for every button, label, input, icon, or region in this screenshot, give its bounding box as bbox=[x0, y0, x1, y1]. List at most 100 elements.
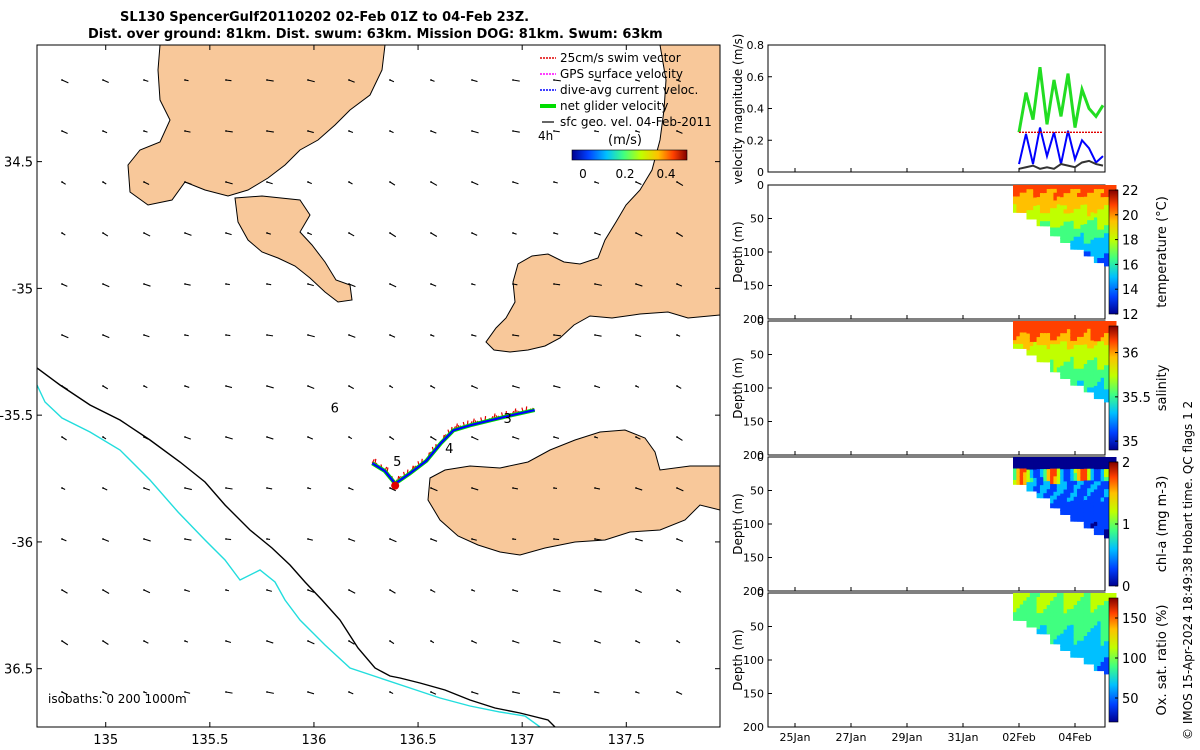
sfc-geo-arrow-tail bbox=[307, 589, 309, 591]
section-cell bbox=[1104, 457, 1117, 463]
sfc-geo-arrow-tail bbox=[471, 691, 473, 693]
sfc-geo-arrow-tail bbox=[348, 334, 350, 336]
sfc-geo-arrow bbox=[676, 487, 684, 492]
sfc-geo-arrow-tail bbox=[635, 436, 637, 438]
land-kangaroo-island bbox=[427, 429, 720, 556]
sfc-geo-arrow bbox=[471, 385, 478, 389]
sfc-geo-arrow bbox=[389, 487, 396, 492]
sfc-geo-arrow-tail bbox=[307, 283, 309, 285]
sfc-geo-arrow-tail bbox=[348, 436, 350, 438]
sfc-geo-arrow-tail bbox=[553, 334, 555, 336]
sfc-geo-arrow-tail bbox=[266, 130, 268, 132]
sfc-geo-arrow-tail bbox=[553, 79, 555, 81]
sfc-geo-arrow-tail bbox=[676, 334, 678, 336]
sfc-geo-arrow-tail bbox=[389, 334, 391, 336]
sfc-geo-arrow-tail bbox=[635, 283, 637, 285]
sfc-geo-arrow-tail bbox=[102, 283, 104, 285]
sfc-geo-arrow bbox=[184, 538, 192, 541]
sfc-geo-arrow bbox=[102, 79, 109, 83]
section-ylabel: Depth (m) bbox=[731, 221, 745, 282]
sfc-geo-arrow-tail bbox=[389, 283, 391, 285]
swim-vector bbox=[371, 459, 375, 464]
sfc-geo-arrow-tail bbox=[348, 385, 350, 387]
section-ylabel: Depth (m) bbox=[731, 493, 745, 554]
sfc-geo-arrow-tail bbox=[225, 130, 227, 132]
sfc-geo-arrow-tail bbox=[225, 385, 227, 387]
sfc-geo-arrow bbox=[635, 589, 642, 594]
sfc-geo-arrow-tail bbox=[594, 691, 596, 693]
sfc-geo-arrow bbox=[553, 385, 561, 389]
section-ctick-label: 50 bbox=[1122, 692, 1139, 707]
map-xtick-label: 135 bbox=[93, 733, 118, 748]
sfc-geo-arrow bbox=[471, 487, 479, 491]
sfc-geo-arrow bbox=[61, 436, 67, 441]
sfc-geo-arrow-tail bbox=[61, 232, 63, 234]
title-line-2: Dist. over ground: 81km. Dist. swum: 63k… bbox=[88, 27, 663, 42]
section-ytick-label: 0 bbox=[757, 587, 764, 600]
sfc-geo-arrow bbox=[430, 181, 438, 186]
sfc-geo-arrow bbox=[61, 691, 68, 696]
sfc-geo-arrow-tail bbox=[225, 232, 227, 234]
sfc-geo-arrow-tail bbox=[430, 334, 432, 336]
section-ytick-label: 100 bbox=[743, 654, 764, 667]
sfc-geo-arrow-tail bbox=[307, 691, 309, 693]
sfc-geo-arrow bbox=[266, 385, 274, 389]
section-clabel: salinity bbox=[1155, 364, 1170, 411]
sfc-geo-arrow bbox=[102, 538, 110, 542]
sfc-geo-arrow-tail bbox=[266, 436, 268, 438]
sfc-geo-arrow-tail bbox=[348, 589, 350, 591]
legend-label: dive-avg current veloc. bbox=[560, 83, 698, 97]
sfc-geo-arrow bbox=[553, 691, 561, 694]
section-ytick-label: 50 bbox=[750, 349, 764, 362]
sfc-geo-arrow bbox=[184, 181, 192, 185]
section-ytick-label: 150 bbox=[743, 552, 764, 565]
sfc-geo-arrow bbox=[676, 130, 683, 134]
sfc-geo-arrow-tail bbox=[61, 334, 63, 336]
sfc-geo-arrow-tail bbox=[184, 283, 186, 285]
sfc-geo-arrow bbox=[307, 589, 315, 593]
sfc-geo-arrow-tail bbox=[266, 283, 268, 285]
sfc-geo-arrow-tail bbox=[225, 589, 227, 591]
map-legend: 25cm/s swim vector GPS surface velocity di… bbox=[540, 51, 712, 129]
sfc-geo-arrow bbox=[553, 79, 561, 82]
sfc-geo-arrow-tail bbox=[143, 385, 145, 387]
sfc-geo-arrow bbox=[389, 283, 397, 288]
section-ytick-label: 100 bbox=[743, 246, 764, 259]
sfc-geo-arrow bbox=[553, 589, 561, 593]
colorbar-tick-2: 0.4 bbox=[656, 167, 675, 181]
velocity-series-line bbox=[1018, 159, 1104, 170]
sfc-geo-arrow-tail bbox=[676, 691, 678, 693]
legend-label: GPS surface velocity bbox=[560, 67, 683, 81]
sfc-geo-arrow bbox=[635, 232, 643, 237]
sfc-geo-arrow bbox=[676, 691, 683, 695]
sfc-geo-arrow-tail bbox=[471, 640, 473, 642]
map-ytick-label: -36 bbox=[12, 536, 33, 551]
sfc-geo-arrow bbox=[225, 232, 232, 236]
sfc-geo-arrow bbox=[225, 385, 233, 389]
section-ytick-label: 200 bbox=[743, 585, 764, 598]
sfc-geo-arrow-tail bbox=[102, 538, 104, 540]
sfc-geo-arrow bbox=[676, 436, 683, 441]
sfc-geo-arrow bbox=[676, 181, 684, 187]
colorbar-prefix: 4h bbox=[538, 129, 553, 143]
vel-ytick-label: 0.2 bbox=[747, 134, 765, 147]
sfc-geo-arrow bbox=[348, 334, 356, 338]
sfc-geo-arrow bbox=[61, 283, 68, 287]
sfc-geo-arrow-tail bbox=[143, 181, 145, 183]
sfc-geo-arrow-tail bbox=[143, 130, 145, 132]
sfc-geo-arrow bbox=[594, 640, 602, 644]
sfc-geo-arrow bbox=[266, 691, 274, 694]
sfc-geo-arrow-tail bbox=[635, 334, 637, 336]
sfc-geo-arrow bbox=[512, 181, 519, 185]
section-ctick-label: 2 bbox=[1122, 456, 1130, 471]
sfc-geo-arrow bbox=[553, 130, 560, 133]
map-ytick-label: -35 bbox=[12, 282, 33, 297]
sfc-geo-arrow-tail bbox=[635, 232, 637, 234]
track-day-label: 3 bbox=[503, 412, 511, 427]
sfc-geo-arrow bbox=[389, 589, 396, 594]
sfc-geo-arrow-tail bbox=[348, 181, 350, 183]
section-cell bbox=[1104, 185, 1117, 191]
sfc-geo-arrow-tail bbox=[553, 181, 555, 183]
sfc-geo-arrow-tail bbox=[553, 691, 555, 693]
sfc-geo-arrow-tail bbox=[266, 589, 268, 591]
